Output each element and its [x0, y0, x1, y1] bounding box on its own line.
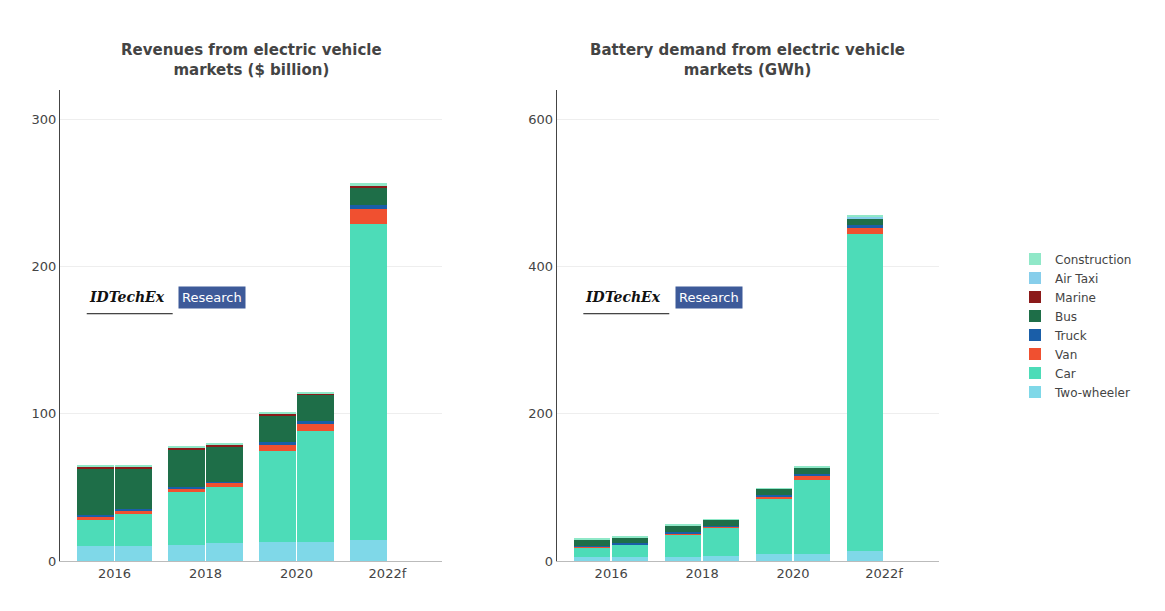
svg-text:IDTechEx: IDTechEx — [89, 289, 165, 305]
svg-text:2020: 2020 — [280, 566, 313, 581]
svg-text:Battery demand from electric v: Battery demand from electric vehiclemark… — [590, 41, 905, 79]
svg-text:Air Taxi: Air Taxi — [1055, 272, 1098, 286]
svg-text:2018: 2018 — [189, 566, 222, 581]
svg-text:Bus: Bus — [1055, 310, 1077, 324]
svg-text:Construction: Construction — [1055, 253, 1131, 267]
svg-text:200: 200 — [528, 406, 553, 421]
svg-text:0: 0 — [48, 554, 56, 569]
svg-text:400: 400 — [528, 259, 553, 274]
svg-text:2016: 2016 — [595, 566, 628, 581]
svg-text:300: 300 — [32, 112, 57, 127]
svg-text:2020: 2020 — [777, 566, 810, 581]
svg-text:2022f: 2022f — [369, 566, 407, 581]
svg-text:Marine: Marine — [1055, 291, 1096, 305]
svg-text:2016: 2016 — [98, 566, 131, 581]
svg-text:Van: Van — [1055, 348, 1077, 362]
svg-text:Research: Research — [182, 290, 242, 305]
svg-text:2018: 2018 — [686, 566, 719, 581]
svg-text:Revenues from electric vehicle: Revenues from electric vehiclemarkets ($… — [121, 41, 382, 79]
svg-text:2022f: 2022f — [865, 566, 903, 581]
svg-text:IDTechEx: IDTechEx — [585, 289, 661, 305]
svg-text:100: 100 — [32, 406, 57, 421]
svg-text:0: 0 — [545, 554, 553, 569]
svg-text:Car: Car — [1055, 367, 1076, 381]
svg-text:200: 200 — [32, 259, 57, 274]
svg-text:600: 600 — [528, 112, 553, 127]
svg-text:Truck: Truck — [1054, 329, 1087, 343]
svg-text:Research: Research — [679, 290, 739, 305]
svg-text:Two-wheeler: Two-wheeler — [1054, 386, 1130, 400]
